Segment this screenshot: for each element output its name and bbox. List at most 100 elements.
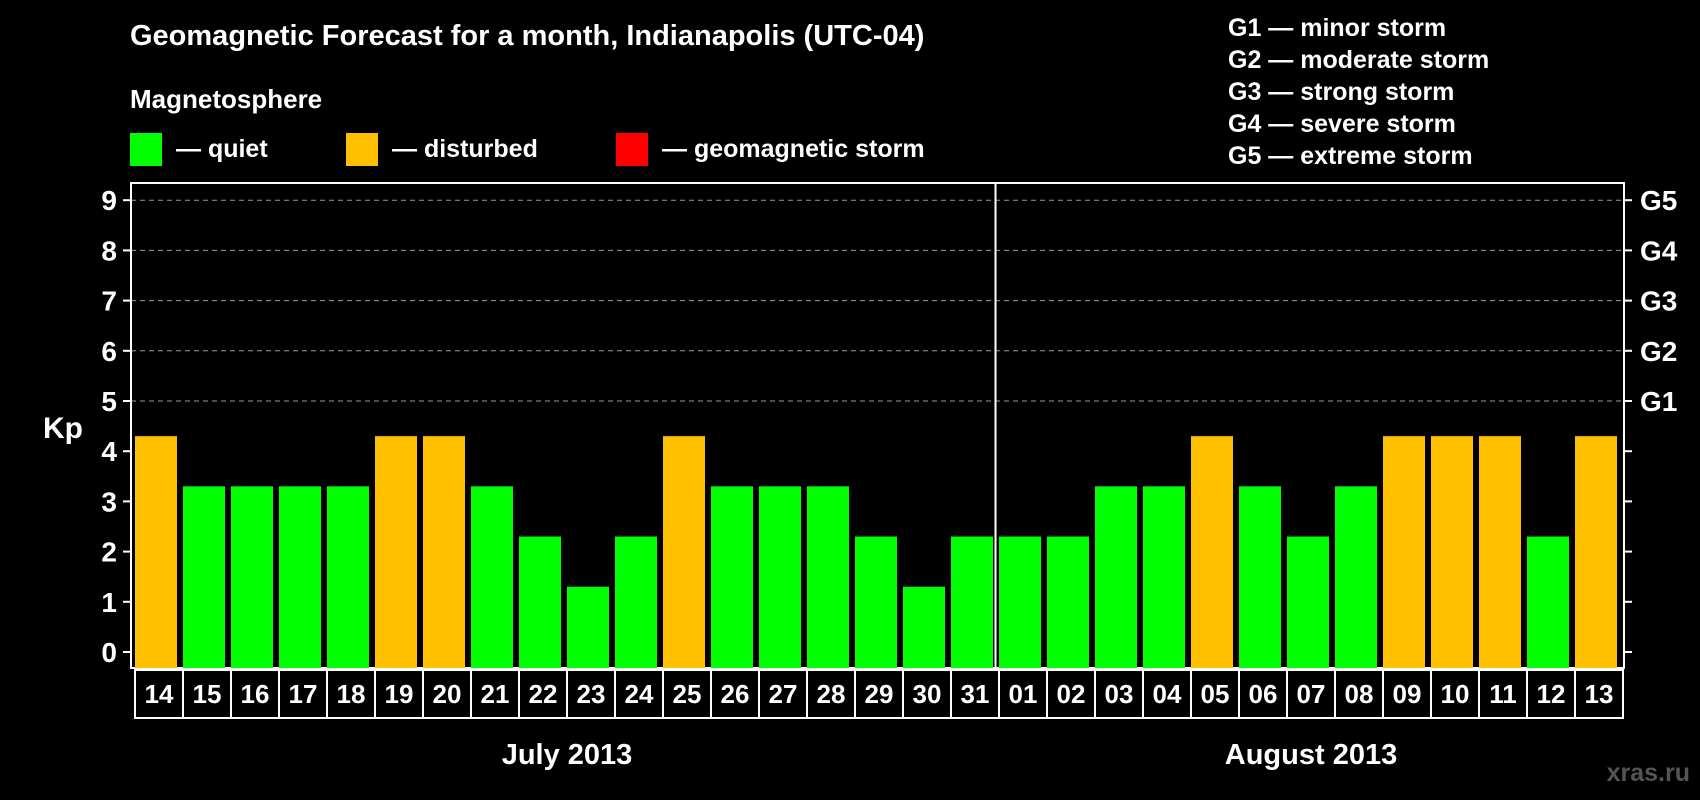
- g-legend-g1: G1 — minor storm: [1228, 14, 1447, 42]
- bar-05: [1191, 436, 1233, 668]
- bar-25: [663, 436, 705, 668]
- x-tick-label-02: 02: [1057, 679, 1086, 709]
- date-strip: [134, 669, 1624, 719]
- chart-title: Geomagnetic Forecast for a month, Indian…: [130, 20, 925, 52]
- x-tick-label-25: 25: [673, 679, 702, 709]
- bar-23: [567, 586, 609, 668]
- bar-20: [423, 436, 465, 668]
- x-tick-label-27: 27: [769, 679, 798, 709]
- legend-label-quiet: — quiet: [176, 135, 268, 163]
- bar-17: [279, 486, 321, 668]
- g-legend-g5: G5 — extreme storm: [1228, 142, 1473, 170]
- bar-14: [135, 436, 177, 668]
- bar-13: [1575, 436, 1617, 668]
- y-tick-label-0: 0: [101, 637, 117, 668]
- x-tick-label-24: 24: [625, 679, 654, 709]
- x-tick-label-10: 10: [1441, 679, 1470, 709]
- x-tick-label-11: 11: [1489, 679, 1517, 709]
- x-tick-label-29: 29: [865, 679, 894, 709]
- right-label-g1: G1: [1640, 386, 1677, 417]
- bar-09: [1383, 436, 1425, 668]
- bar-30: [903, 586, 945, 668]
- bar-27: [759, 486, 801, 668]
- x-tick-label-15: 15: [193, 679, 222, 709]
- x-tick-label-22: 22: [529, 679, 558, 709]
- bar-08: [1335, 486, 1377, 668]
- bar-15: [183, 486, 225, 668]
- g-scale-legend: G1 — minor storm G2 — moderate storm G3 …: [1228, 12, 1489, 172]
- x-tick-label-26: 26: [721, 679, 750, 709]
- right-label-g4: G4: [1640, 235, 1678, 266]
- bar-10: [1431, 436, 1473, 668]
- y-tick-label-7: 7: [101, 286, 117, 317]
- legend-label-disturbed: — disturbed: [392, 135, 538, 163]
- right-label-g3: G3: [1640, 286, 1677, 317]
- y-tick-label-9: 9: [101, 185, 117, 216]
- watermark: xras.ru: [1606, 759, 1690, 787]
- x-tick-label-03: 03: [1105, 679, 1134, 709]
- x-tick-label-06: 06: [1249, 679, 1278, 709]
- x-tick-label-05: 05: [1201, 679, 1230, 709]
- x-tick-label-28: 28: [817, 679, 846, 709]
- g-legend-g2: G2 — moderate storm: [1228, 46, 1490, 74]
- bar-04: [1143, 486, 1185, 668]
- y-tick-label-6: 6: [101, 336, 117, 367]
- x-tick-label-20: 20: [433, 679, 462, 709]
- y-tick-label-3: 3: [101, 486, 117, 517]
- month-label-1: August 2013: [1225, 739, 1397, 771]
- x-tick-label-04: 04: [1153, 679, 1182, 709]
- legend-storm: — geomagnetic storm: [616, 133, 925, 166]
- x-tick-label-21: 21: [481, 679, 510, 709]
- bar-11: [1479, 436, 1521, 668]
- bar-18: [327, 486, 369, 668]
- x-tick-label-12: 12: [1537, 679, 1566, 709]
- legend-swatch-disturbed: [346, 133, 378, 166]
- x-tick-label-14: 14: [145, 679, 174, 709]
- x-tick-label-18: 18: [337, 679, 366, 709]
- bar-31: [951, 536, 993, 668]
- month-label-0: July 2013: [502, 739, 633, 771]
- legend-swatch-storm: [616, 133, 648, 166]
- bar-24: [615, 536, 657, 668]
- x-tick-label-23: 23: [577, 679, 606, 709]
- g-legend-g3: G3 — strong storm: [1228, 78, 1455, 106]
- g-legend-g4: G4 — severe storm: [1228, 110, 1456, 138]
- x-tick-label-16: 16: [241, 679, 270, 709]
- bar-02: [1047, 536, 1089, 668]
- bar-29: [855, 536, 897, 668]
- bar-22: [519, 536, 561, 668]
- legend-swatch-quiet: [130, 133, 162, 166]
- bar-12: [1527, 536, 1569, 668]
- bar-26: [711, 486, 753, 668]
- x-tick-label-30: 30: [913, 679, 942, 709]
- x-tick-label-31: 31: [961, 679, 990, 709]
- y-axis-title: Kp: [43, 412, 83, 445]
- bar-16: [231, 486, 273, 668]
- y-tick-label-8: 8: [101, 235, 117, 266]
- x-tick-label-17: 17: [289, 679, 318, 709]
- legend-quiet: — quiet: [130, 133, 268, 166]
- chart-subtitle: Magnetosphere: [130, 84, 323, 114]
- legend-disturbed: — disturbed: [346, 133, 538, 166]
- y-tick-label-2: 2: [101, 537, 117, 568]
- y-tick-label-4: 4: [101, 436, 117, 467]
- bar-03: [1095, 486, 1137, 668]
- right-label-g2: G2: [1640, 336, 1677, 367]
- right-label-g5: G5: [1640, 185, 1677, 216]
- bar-07: [1287, 536, 1329, 668]
- x-tick-label-13: 13: [1585, 679, 1614, 709]
- bar-19: [375, 436, 417, 668]
- x-tick-label-08: 08: [1345, 679, 1374, 709]
- x-tick-label-19: 19: [385, 679, 414, 709]
- x-tick-label-01: 01: [1009, 679, 1038, 709]
- bar-06: [1239, 486, 1281, 668]
- x-tick-label-07: 07: [1297, 679, 1326, 709]
- y-tick-label-5: 5: [101, 386, 117, 417]
- bar-28: [807, 486, 849, 668]
- bar-01: [999, 536, 1041, 668]
- y-tick-label-1: 1: [101, 587, 117, 618]
- x-tick-label-09: 09: [1393, 679, 1422, 709]
- legend-label-storm: — geomagnetic storm: [662, 135, 925, 163]
- bar-21: [471, 486, 513, 668]
